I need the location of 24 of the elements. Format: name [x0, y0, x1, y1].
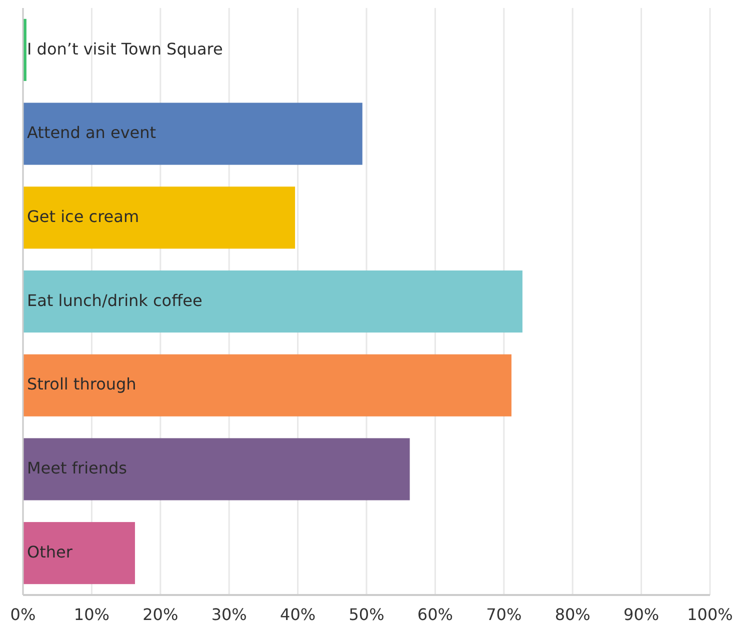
y-tick-label: Meet friends	[27, 458, 127, 478]
bar	[23, 522, 135, 584]
x-tick-label: 60%	[417, 605, 453, 624]
y-tick-label: Stroll through	[27, 374, 136, 394]
x-tick-label: 20%	[142, 605, 178, 624]
y-tick-label: Other	[27, 542, 73, 562]
x-tick-label: 70%	[486, 605, 522, 624]
y-tick-label: Attend an event	[27, 123, 156, 142]
x-tick-label: 90%	[624, 605, 660, 624]
x-tick-label: 80%	[554, 605, 590, 624]
y-tick-label: I don’t visit Town Square	[27, 39, 223, 58]
x-tick-label: 30%	[211, 605, 247, 624]
bar	[23, 186, 296, 249]
x-tick-label: 100%	[687, 605, 733, 624]
x-tick-label: 40%	[280, 605, 316, 624]
bar	[23, 270, 522, 333]
bar	[23, 354, 512, 416]
y-tick-label: Get ice cream	[27, 207, 140, 226]
bar	[23, 102, 362, 165]
x-tick-label: 0%	[10, 605, 36, 624]
bar	[23, 438, 410, 500]
y-tick-label: Eat lunch/drink coffee	[27, 290, 202, 310]
x-tick-label: 10%	[74, 605, 110, 624]
x-tick-label: 50%	[348, 605, 384, 624]
